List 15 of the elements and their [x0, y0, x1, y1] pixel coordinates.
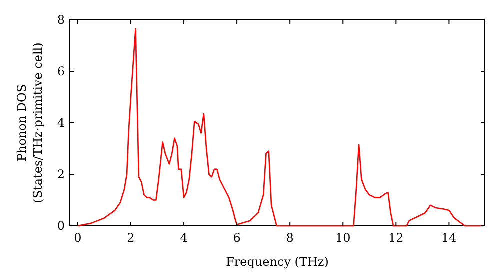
x-tick-label: 14 [442, 231, 458, 245]
x-tick-label: 8 [286, 231, 294, 245]
y-tick-label: 0 [57, 219, 65, 233]
x-axis-title: Frequency (THz) [226, 255, 329, 269]
y-axis-title: Phonon DOS (States/THz·primitive cell) [15, 42, 45, 204]
y-tick-label: 8 [57, 13, 65, 27]
x-tick-label: 10 [335, 231, 351, 245]
y-tick-label: 4 [57, 116, 66, 130]
x-tick-label: 0 [74, 231, 82, 245]
y-tick-label: 6 [57, 64, 65, 78]
x-tick-label: 12 [388, 231, 404, 245]
x-tick-label: 4 [180, 231, 188, 245]
y-tick-label: 2 [57, 168, 65, 182]
x-tick-label: 6 [233, 231, 241, 245]
x-tick-label: 2 [127, 231, 135, 245]
